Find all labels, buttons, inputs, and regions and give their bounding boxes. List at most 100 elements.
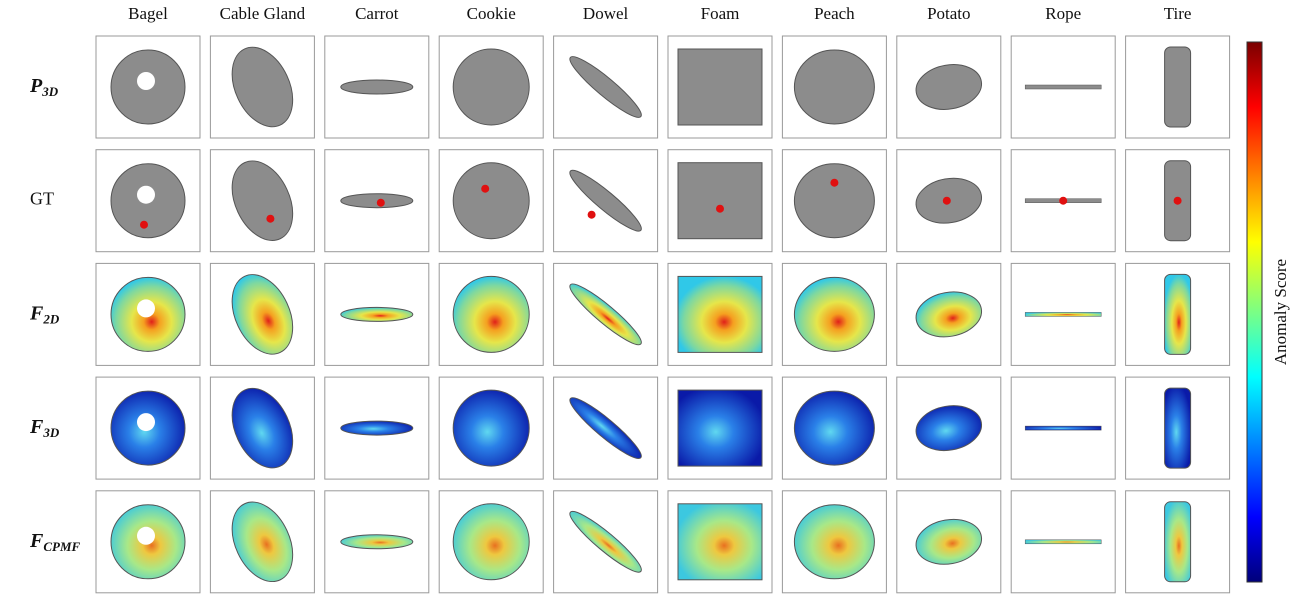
rendered-object xyxy=(1164,46,1192,128)
rendered-object xyxy=(340,306,414,322)
image-frame xyxy=(553,262,659,366)
anomaly-region xyxy=(830,178,839,187)
rendered-object xyxy=(1024,539,1102,545)
rendered-object xyxy=(677,162,763,240)
object xyxy=(677,48,763,126)
rendered-object xyxy=(569,510,642,573)
rendered-object xyxy=(677,48,763,126)
column-header: Foam xyxy=(701,4,740,23)
rendered-object xyxy=(340,534,414,550)
anomaly-region xyxy=(376,198,385,207)
column-header: Rope xyxy=(1045,4,1081,23)
rendered-object xyxy=(231,274,294,355)
object xyxy=(793,504,875,580)
object xyxy=(569,510,642,573)
rendered-object xyxy=(452,162,530,240)
column-header: Tire xyxy=(1164,4,1192,23)
row-label: F2D xyxy=(29,302,60,326)
object xyxy=(231,387,294,469)
column-header: Peach xyxy=(814,4,855,23)
rendered-object xyxy=(1164,160,1192,242)
hole xyxy=(137,299,155,318)
rendered-object xyxy=(1164,387,1192,469)
rendered-object xyxy=(110,49,186,125)
object xyxy=(340,534,414,550)
rendered-object xyxy=(231,160,294,241)
rendered-object xyxy=(110,390,186,466)
rendered-object xyxy=(793,276,875,352)
hole xyxy=(137,72,155,90)
row-symbol: P xyxy=(29,75,43,97)
colorbar xyxy=(1246,41,1263,583)
column-header: Cookie xyxy=(467,4,516,23)
object xyxy=(569,283,642,346)
anomaly-region xyxy=(942,196,951,205)
rendered-object xyxy=(340,79,414,95)
object xyxy=(1024,539,1102,545)
object xyxy=(1024,84,1102,90)
rendered-object xyxy=(793,504,875,580)
object xyxy=(1164,387,1192,469)
rendered-object xyxy=(569,169,642,232)
row-symbol: GT xyxy=(30,189,54,209)
row-symbol: F xyxy=(29,529,44,551)
column-header: Cable Gland xyxy=(220,4,306,23)
anomaly-region xyxy=(1173,196,1182,205)
rendered-object xyxy=(1024,84,1102,90)
rendered-object xyxy=(569,283,642,346)
rendered-object xyxy=(569,397,642,459)
object xyxy=(677,162,763,240)
rendered-object xyxy=(452,275,530,353)
rendered-object xyxy=(1024,196,1102,205)
rendered-object xyxy=(110,276,186,352)
anomaly-region xyxy=(481,184,490,193)
object xyxy=(340,79,414,95)
row-subscript: 3D xyxy=(41,84,59,99)
object xyxy=(1024,312,1102,317)
object xyxy=(452,389,530,467)
object xyxy=(231,160,294,241)
rendered-object xyxy=(110,163,186,239)
object xyxy=(231,501,294,583)
row-subscript: 3D xyxy=(42,425,60,440)
rendered-object xyxy=(452,503,530,581)
rendered-object xyxy=(915,64,983,110)
rendered-object xyxy=(1024,425,1102,431)
row-symbol: F xyxy=(29,302,44,324)
rendered-object xyxy=(1024,312,1102,317)
object xyxy=(793,49,875,125)
hole xyxy=(137,185,155,204)
row-label: F3D xyxy=(29,416,60,440)
object xyxy=(340,420,414,436)
object xyxy=(340,193,414,209)
object xyxy=(793,163,875,239)
anomaly-region xyxy=(1059,196,1068,205)
rendered-object xyxy=(110,504,186,580)
rendered-object xyxy=(793,390,875,466)
rendered-object xyxy=(231,387,294,469)
column-header: Carrot xyxy=(355,4,399,23)
object xyxy=(1164,46,1192,128)
rendered-object xyxy=(915,177,983,224)
object xyxy=(793,390,875,466)
object xyxy=(1164,273,1192,355)
rendered-object xyxy=(677,275,763,353)
object xyxy=(569,397,642,459)
object xyxy=(793,276,875,352)
object xyxy=(677,389,763,467)
rendered-object xyxy=(915,518,983,565)
object xyxy=(915,64,983,110)
anomaly-region xyxy=(266,214,275,223)
column-header: Potato xyxy=(927,4,970,23)
object xyxy=(677,503,763,581)
hole xyxy=(137,413,155,432)
anomaly-region xyxy=(140,220,148,229)
row-symbol: F xyxy=(29,416,44,438)
object xyxy=(569,169,642,232)
column-header: Dowel xyxy=(583,4,629,23)
rendered-object xyxy=(340,420,414,436)
row-subscript: CPMF xyxy=(43,539,80,554)
hole xyxy=(137,526,155,545)
anomaly-region xyxy=(716,204,724,213)
